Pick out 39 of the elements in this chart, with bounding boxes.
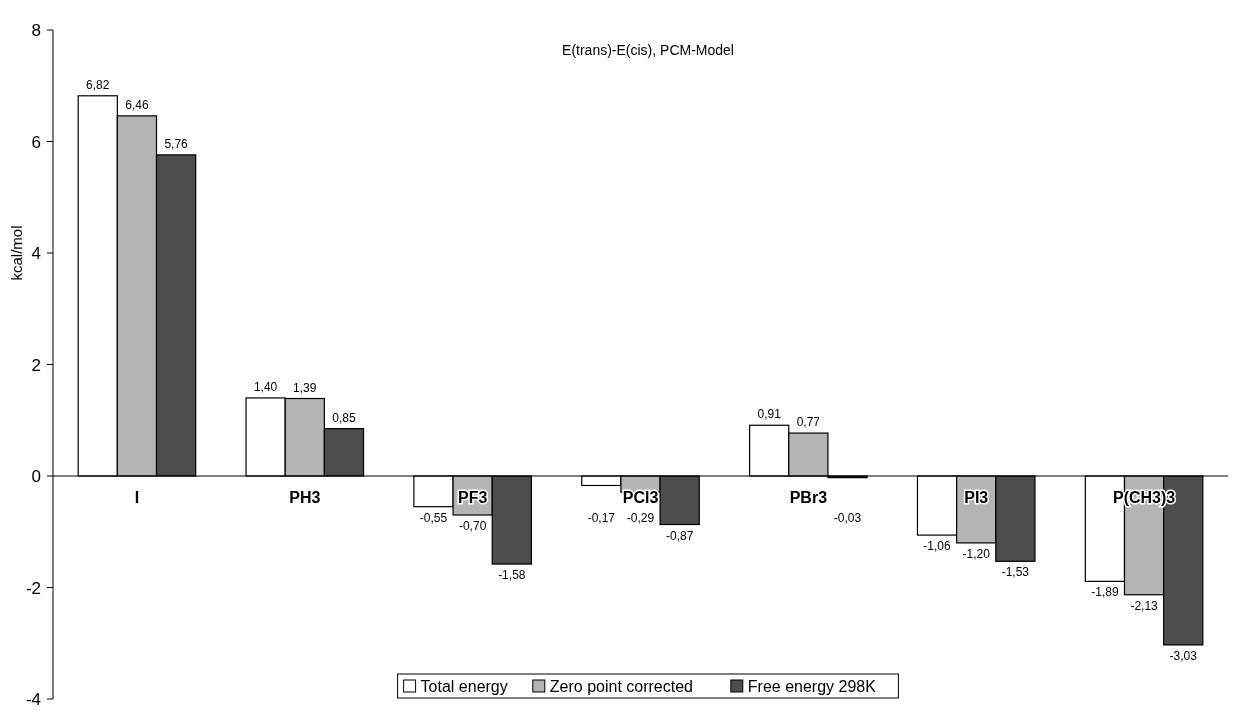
data-label: -0,55 [419,511,448,525]
data-label: -1,58 [498,568,526,583]
x-tick-label: PBr3 [789,489,828,506]
data-label: -0,70 [458,519,487,534]
data-label: 5,76 [164,136,189,151]
y-tick-label: 6 [31,132,41,152]
data-label: -1,53 [1001,565,1030,580]
y-tick-label: -2 [25,578,41,598]
y-tick-label: -4 [25,690,41,709]
data-label: 1,40 [253,379,278,394]
data-label: -1,06 [923,539,952,554]
data-label: 6,82 [86,77,110,92]
x-tick-label: PI3 [964,489,989,506]
x-tick-label: PF3 [457,489,488,506]
data-label: -2,13 [1130,598,1159,613]
x-tick-label: PH3 [289,489,321,506]
y-tick-label: 8 [31,21,41,40]
data-label: 0,77 [796,415,821,430]
data-label: 1,39 [293,380,317,395]
y-tick-label: 4 [31,244,41,263]
data-label: -0,17 [587,511,616,525]
data-label: -1,20 [962,546,991,561]
x-tick-label: I [134,489,140,506]
y-tick-label: 2 [31,355,41,375]
legend-label: Zero point corrected [549,678,693,695]
y-axis-title: kcal/mol [8,225,25,281]
legend-label: Total energy [420,678,508,695]
data-label: -0,87 [665,528,694,543]
legend-label: Free energy 298K [747,678,877,695]
x-tick-label: PCl3 [622,489,659,506]
y-tick-label: 0 [31,467,41,486]
text: E(trans)-E(cis), PCM-Model [562,42,734,58]
data-label: 0,91 [757,407,782,422]
data-label: -1,89 [1091,585,1119,600]
data-label: -0,03 [833,511,862,525]
data-label: 6,46 [125,97,149,112]
data-label: -0,29 [626,511,655,525]
data-label: 0,85 [332,410,356,425]
data-label: -3,03 [1169,648,1198,663]
